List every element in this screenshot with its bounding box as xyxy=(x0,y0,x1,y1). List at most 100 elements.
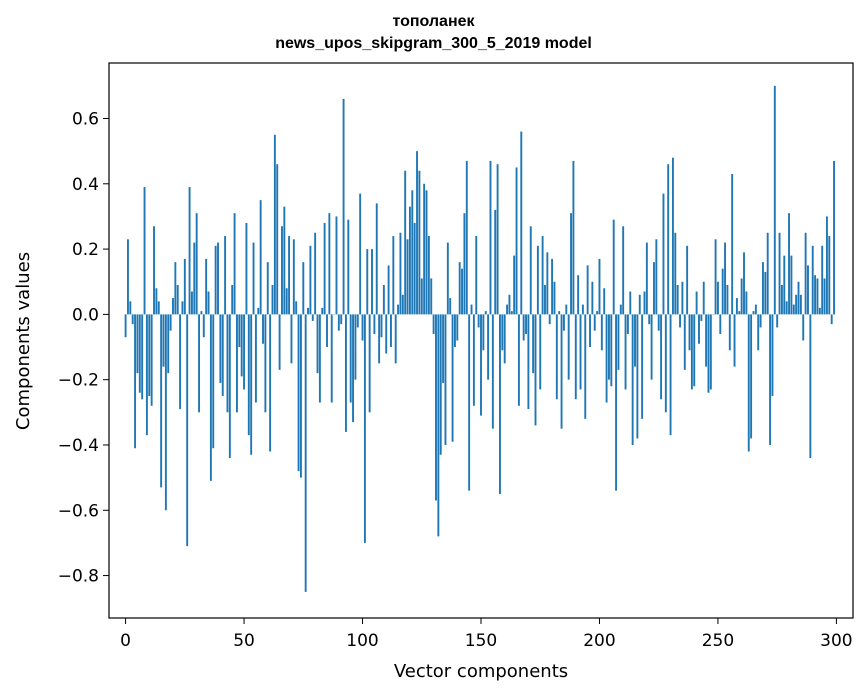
bar-220 xyxy=(645,242,648,315)
bar-201 xyxy=(600,314,603,351)
bar-274 xyxy=(773,85,776,315)
bar-70 xyxy=(290,314,293,364)
bar-31 xyxy=(198,314,200,413)
bar-series xyxy=(124,85,835,592)
bar-207 xyxy=(615,314,618,491)
x-tick-label: 250 xyxy=(702,631,734,651)
bar-55 xyxy=(254,314,257,403)
bar-275 xyxy=(776,314,779,328)
bar-237 xyxy=(686,245,689,315)
bar-156 xyxy=(494,209,497,315)
bar-272 xyxy=(769,314,772,445)
bar-62 xyxy=(271,285,274,315)
bar-242 xyxy=(698,314,700,344)
bar-151 xyxy=(482,314,485,351)
bar-196 xyxy=(589,314,591,348)
bar-193 xyxy=(581,304,584,315)
bar-122 xyxy=(413,222,416,315)
bar-171 xyxy=(529,226,532,315)
y-tick-label: −0.6 xyxy=(58,501,99,521)
bar-240 xyxy=(693,314,696,387)
bar-111 xyxy=(387,265,390,315)
bar-53 xyxy=(250,314,253,455)
bar-287 xyxy=(804,232,807,315)
bar-140 xyxy=(456,314,459,341)
bar-180 xyxy=(551,258,554,315)
bar-203 xyxy=(605,314,608,403)
bar-44 xyxy=(228,314,231,459)
bar-22 xyxy=(176,285,179,315)
bar-254 xyxy=(726,285,729,315)
bar-293 xyxy=(818,307,821,315)
y-tick-label: 0.4 xyxy=(72,175,99,195)
bar-155 xyxy=(491,314,494,429)
bar-130 xyxy=(432,314,435,334)
bar-63 xyxy=(273,134,276,315)
bar-26 xyxy=(186,314,189,547)
bar-280 xyxy=(788,213,790,315)
bar-60 xyxy=(266,262,269,315)
bar-108 xyxy=(380,314,383,338)
bar-25 xyxy=(183,258,186,315)
bar-98 xyxy=(356,314,359,328)
bar-176 xyxy=(541,236,544,315)
bar-253 xyxy=(724,242,726,315)
bar-273 xyxy=(771,314,774,396)
bar-81 xyxy=(316,314,319,374)
bar-250 xyxy=(716,281,719,315)
bar-32 xyxy=(200,311,203,315)
bar-113 xyxy=(392,236,395,315)
bar-294 xyxy=(821,245,824,315)
bar-276 xyxy=(778,232,781,315)
bar-187 xyxy=(567,314,570,380)
bar-39 xyxy=(217,242,219,315)
bar-24 xyxy=(181,301,184,315)
bar-131 xyxy=(435,314,437,501)
bar-50 xyxy=(243,314,246,390)
bar-295 xyxy=(823,278,826,315)
bar-169 xyxy=(525,314,527,334)
bar-199 xyxy=(596,311,599,315)
bar-215 xyxy=(634,314,636,367)
bar-54 xyxy=(252,242,255,315)
bar-299 xyxy=(833,160,835,315)
bar-249 xyxy=(714,239,717,315)
bar-16 xyxy=(162,314,165,367)
y-tick-label: −0.8 xyxy=(58,567,99,587)
bar-160 xyxy=(503,314,506,364)
bar-102 xyxy=(366,249,369,315)
bar-95 xyxy=(349,314,352,403)
bar-153 xyxy=(487,314,490,380)
bar-66 xyxy=(281,226,283,315)
bar-110 xyxy=(385,314,388,354)
bar-245 xyxy=(705,314,708,367)
bar-181 xyxy=(553,281,556,315)
bar-45 xyxy=(231,285,234,315)
bar-129 xyxy=(430,278,433,315)
bar-43 xyxy=(226,314,229,413)
x-tick-label: 150 xyxy=(465,631,497,651)
bar-37 xyxy=(212,314,215,449)
bar-1 xyxy=(127,239,129,315)
bar-282 xyxy=(792,304,795,315)
bar-71 xyxy=(292,239,295,315)
bar-219 xyxy=(643,291,646,315)
bar-161 xyxy=(506,304,509,315)
bar-235 xyxy=(681,281,684,315)
bar-9 xyxy=(145,314,148,436)
bar-116 xyxy=(399,232,402,315)
bar-210 xyxy=(622,226,625,315)
bar-211 xyxy=(624,314,627,390)
bar-75 xyxy=(302,262,305,315)
bar-188 xyxy=(570,213,572,315)
bar-232 xyxy=(674,232,677,315)
bar-41 xyxy=(221,314,224,396)
bar-52 xyxy=(247,314,250,436)
bar-147 xyxy=(472,314,475,406)
bar-278 xyxy=(783,255,786,315)
x-tick-label: 200 xyxy=(583,631,615,651)
bar-165 xyxy=(515,167,518,315)
bar-284 xyxy=(797,281,800,315)
bar-21 xyxy=(174,262,177,315)
bar-51 xyxy=(245,222,248,315)
